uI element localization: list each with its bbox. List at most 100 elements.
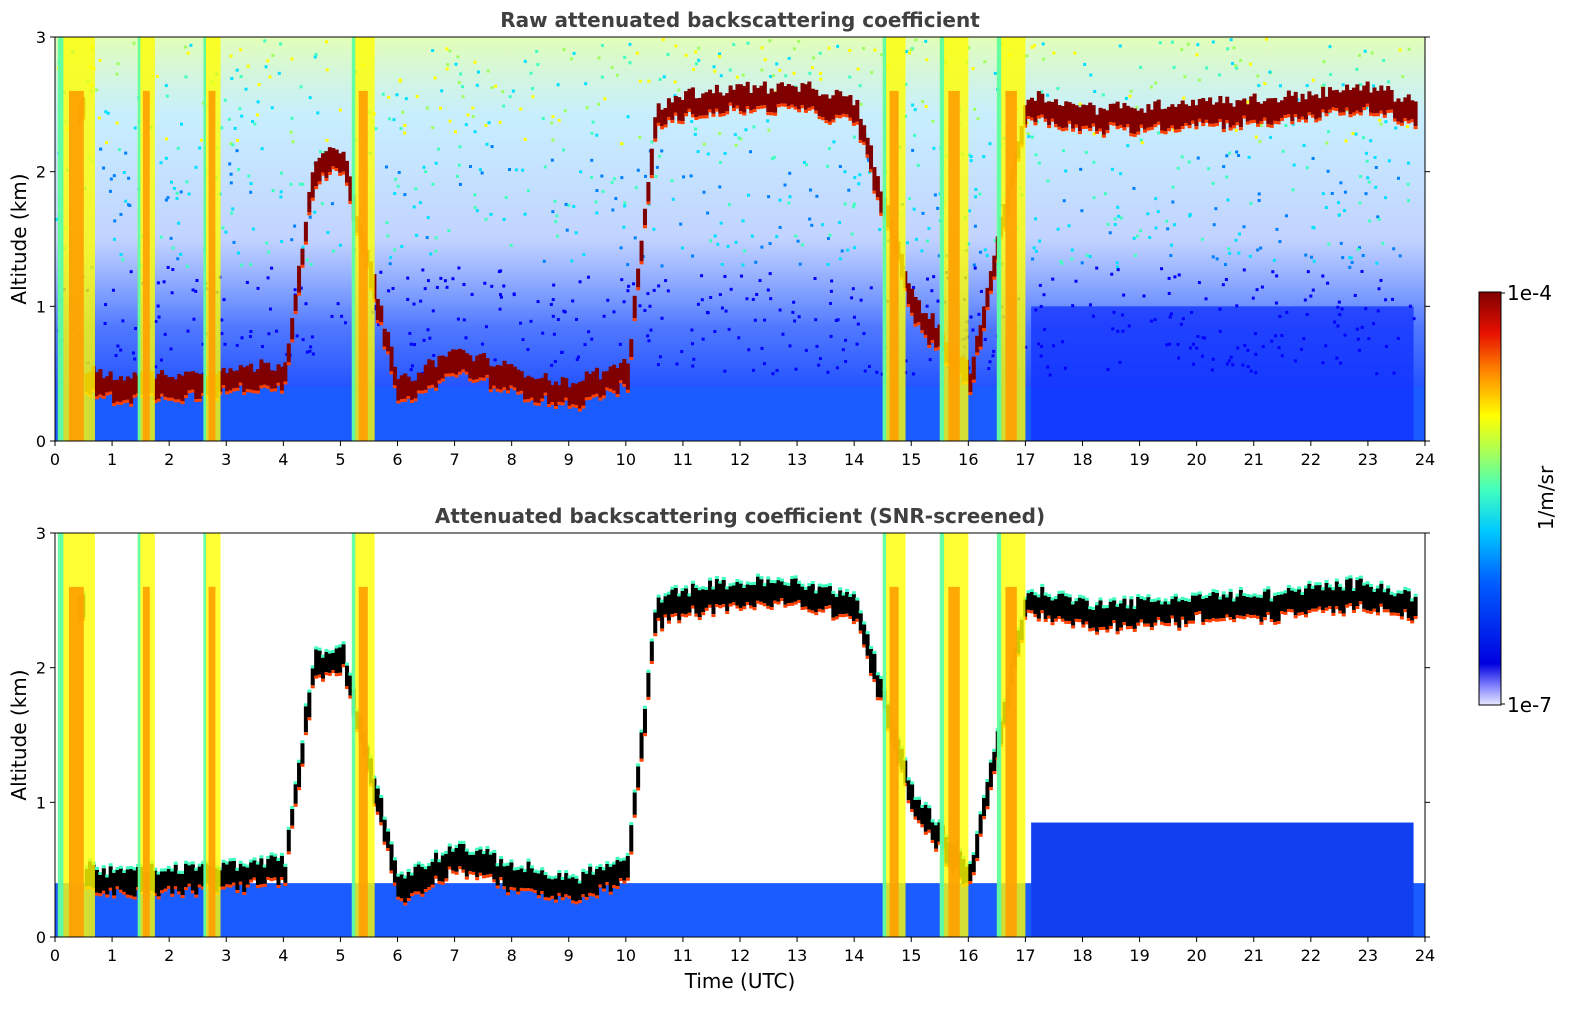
cloud-pixel — [468, 851, 473, 855]
cloud-pixel — [547, 404, 552, 408]
x-tick-label: 12 — [730, 450, 750, 469]
cloud-pixel — [1269, 601, 1274, 620]
noise-pixel — [853, 202, 857, 206]
cloud-pixel — [286, 851, 291, 855]
noise-pixel — [673, 94, 677, 98]
cloud-pixel — [1108, 121, 1113, 125]
noise-pixel — [490, 145, 494, 149]
cloud-pixel — [666, 594, 671, 621]
cloud-pixel — [1259, 121, 1264, 125]
cloud-pixel — [1348, 89, 1353, 115]
colorbar-unit-label: 1/m/sr — [1534, 465, 1558, 530]
cloud-pixel — [1190, 99, 1195, 121]
cloud-pixel — [749, 585, 754, 606]
noise-pixel — [766, 288, 770, 292]
noise-pixel — [1027, 135, 1031, 139]
cloud-pixel — [286, 829, 291, 852]
noise-pixel — [318, 150, 322, 154]
cloud-pixel — [1190, 592, 1195, 596]
noise-pixel — [852, 315, 856, 319]
noise-pixel — [392, 118, 396, 122]
x-tick-label: 1 — [107, 450, 117, 469]
cloud-pixel — [814, 110, 819, 114]
cloud-pixel — [557, 401, 562, 405]
cloud-pixel — [331, 652, 336, 671]
cloud-pixel — [1064, 101, 1069, 128]
noise-pixel — [1187, 160, 1191, 164]
cloud-pixel — [1238, 127, 1243, 131]
cloud-pixel — [875, 697, 880, 701]
precip-column — [142, 90, 150, 441]
cloud-pixel — [523, 377, 528, 400]
noise-pixel — [709, 239, 713, 243]
noise-pixel — [194, 165, 198, 169]
noise-pixel — [1280, 334, 1284, 338]
noise-pixel — [1113, 223, 1117, 227]
noise-pixel — [1234, 64, 1238, 68]
cloud-pixel — [1139, 124, 1144, 128]
cloud-pixel — [458, 348, 463, 372]
noise-pixel — [271, 189, 275, 193]
x-tick-label: 20 — [1186, 946, 1206, 965]
noise-pixel — [713, 234, 717, 238]
cloud-pixel — [423, 889, 428, 893]
noise-pixel — [127, 203, 131, 207]
noise-pixel — [1229, 355, 1233, 359]
cloud-pixel — [1036, 91, 1041, 116]
noise-pixel — [1343, 333, 1347, 337]
noise-pixel — [1225, 154, 1229, 158]
noise-pixel — [1040, 90, 1044, 94]
cloud-pixel — [1386, 585, 1391, 589]
cloud-pixel — [1413, 596, 1418, 616]
cloud-pixel — [721, 604, 726, 608]
noise-pixel — [238, 107, 242, 111]
cloud-pixel — [670, 586, 675, 590]
cloud-pixel — [1386, 588, 1391, 610]
cloud-pixel — [992, 276, 997, 280]
noise-pixel — [102, 166, 106, 170]
noise-pixel — [1228, 151, 1232, 155]
cloud-pixel — [225, 391, 230, 395]
cloud-pixel — [834, 593, 839, 597]
noise-pixel — [700, 274, 704, 278]
cloud-pixel — [1242, 616, 1247, 620]
noise-pixel — [299, 286, 303, 290]
noise-pixel — [166, 265, 170, 269]
cloud-pixel — [512, 870, 517, 888]
cloud-pixel — [440, 378, 445, 382]
cloud-pixel — [673, 112, 678, 116]
cloud-pixel — [184, 395, 189, 399]
cloud-pixel — [1214, 618, 1219, 622]
noise-pixel — [289, 130, 293, 134]
cloud-pixel — [1160, 604, 1165, 622]
cloud-pixel — [184, 887, 189, 891]
noise-pixel — [1374, 185, 1378, 189]
noise-pixel — [99, 147, 103, 151]
cloud-pixel — [827, 586, 832, 606]
cloud-pixel — [745, 584, 750, 602]
cloud-pixel — [738, 111, 743, 115]
noise-pixel — [1083, 62, 1087, 66]
cloud-pixel — [1269, 598, 1274, 602]
cloud-pixel — [529, 397, 534, 401]
noise-pixel — [855, 342, 859, 346]
cloud-pixel — [1338, 586, 1343, 611]
cloud-pixel — [231, 882, 236, 886]
cloud-pixel — [1170, 125, 1175, 129]
cloud-pixel — [1149, 598, 1154, 602]
cloud-pixel — [824, 606, 829, 610]
x-tick-label: 5 — [335, 450, 345, 469]
cloud-pixel — [1280, 591, 1285, 595]
cloud-pixel — [1122, 127, 1127, 131]
noise-pixel — [770, 157, 774, 161]
cloud-pixel — [786, 582, 791, 586]
noise-pixel — [1322, 60, 1326, 64]
noise-pixel — [1246, 365, 1250, 369]
cloud-pixel — [516, 391, 521, 395]
noise-pixel — [638, 136, 642, 140]
noise-pixel — [1382, 58, 1386, 62]
cloud-pixel — [1341, 90, 1346, 113]
cloud-pixel — [190, 861, 195, 865]
cloud-pixel — [471, 854, 476, 872]
precip-column — [948, 586, 960, 937]
